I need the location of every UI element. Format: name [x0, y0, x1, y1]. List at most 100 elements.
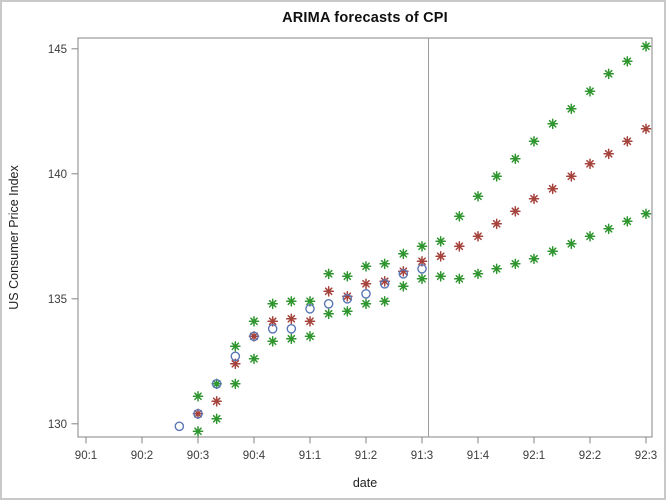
star-marker: [435, 250, 447, 262]
x-tick-label: 91:4: [467, 450, 490, 462]
star-marker: [491, 170, 503, 182]
x-tick-label: 92:1: [523, 450, 545, 462]
x-tick-label: 90:3: [187, 450, 209, 462]
star-marker: [379, 295, 391, 307]
star-marker: [304, 315, 316, 327]
star-marker: [509, 153, 521, 165]
star-marker: [547, 245, 559, 257]
circle-marker: [230, 351, 241, 362]
star-marker: [621, 215, 633, 227]
star-marker: [416, 273, 428, 285]
star-marker: [192, 390, 204, 402]
circle-marker: [267, 323, 278, 334]
circle-marker: [305, 303, 315, 314]
circle-marker: [211, 378, 222, 389]
star-marker: [341, 270, 353, 282]
x-axis-label: date: [353, 476, 377, 490]
star-marker: [584, 230, 596, 242]
x-axis: 90:1 90:2 90:3 90:4 91:1 91:2 91:3 91:4 92:1 92:2…: [75, 437, 657, 462]
star-marker: [435, 235, 447, 247]
x-tick-label: 91:1: [299, 450, 321, 462]
star-marker: [453, 240, 465, 252]
star-marker: [603, 148, 615, 160]
star-marker: [341, 290, 353, 302]
star-marker: [323, 308, 335, 320]
star-marker: [621, 135, 633, 147]
star-marker: [509, 205, 521, 217]
y-axis: 130 135 140 145: [48, 44, 78, 431]
star-marker: [528, 193, 540, 205]
star-marker: [211, 395, 223, 407]
circle-marker: [417, 263, 427, 274]
x-tick-label: 90:2: [131, 450, 153, 462]
circle-marker: [193, 408, 203, 419]
star-marker: [528, 135, 540, 147]
star-marker: [360, 278, 372, 290]
circle-marker: [398, 268, 409, 279]
star-marker: [565, 103, 577, 115]
star-marker: [472, 230, 484, 242]
star-marker: [584, 158, 596, 170]
star-marker: [397, 248, 409, 260]
star-marker: [211, 413, 223, 425]
star-marker: [509, 258, 521, 270]
circle-marker: [174, 421, 185, 432]
star-marker: [360, 260, 372, 272]
star-marker: [267, 298, 279, 310]
circle-marker: [249, 331, 259, 342]
star-marker: [640, 208, 652, 220]
star-marker: [192, 408, 204, 420]
star-marker: [285, 313, 297, 325]
circle-marker: [323, 298, 334, 309]
series-upper-95-percent-confidence-limit: [192, 40, 652, 402]
star-marker: [547, 183, 559, 195]
star-marker: [528, 253, 540, 265]
chart-title: ARIMA forecasts of CPI: [282, 10, 448, 26]
x-tick-label: 91:3: [411, 450, 433, 462]
star-marker: [267, 335, 279, 347]
star-marker: [584, 85, 596, 97]
star-marker: [304, 295, 316, 307]
star-marker: [323, 285, 335, 297]
x-tick-label: 92:3: [635, 450, 657, 462]
star-marker: [416, 240, 428, 252]
y-tick-label: 145: [48, 44, 67, 56]
star-marker: [640, 40, 652, 52]
star-marker: [285, 333, 297, 345]
star-marker: [323, 268, 335, 280]
star-marker: [491, 218, 503, 230]
star-marker: [397, 280, 409, 292]
x-tick-label: 91:2: [355, 450, 377, 462]
y-tick-label: 135: [48, 294, 67, 306]
star-marker: [248, 330, 260, 342]
x-tick-label: 90:4: [243, 450, 266, 462]
star-marker: [341, 305, 353, 317]
star-marker: [565, 170, 577, 182]
x-tick-label: 92:2: [579, 450, 601, 462]
star-marker: [603, 223, 615, 235]
star-marker: [229, 340, 241, 352]
series-forecast: [192, 123, 652, 420]
y-tick-label: 140: [48, 169, 67, 181]
star-marker: [621, 55, 633, 67]
x-tick-label: 90:1: [75, 450, 97, 462]
circle-marker: [379, 278, 390, 289]
star-marker: [379, 258, 391, 270]
series-actual-cpi: [174, 263, 427, 432]
circle-marker: [361, 288, 371, 299]
star-marker: [491, 263, 503, 275]
star-marker: [472, 268, 484, 280]
y-axis-label: US Consumer Price Index: [7, 165, 21, 310]
circle-marker: [286, 323, 297, 334]
star-marker: [397, 265, 409, 277]
star-marker: [453, 210, 465, 222]
star-marker: [640, 123, 652, 135]
star-marker: [229, 378, 241, 390]
star-marker: [192, 425, 204, 437]
circle-marker: [342, 293, 353, 304]
star-marker: [603, 68, 615, 80]
star-marker: [416, 255, 428, 267]
star-marker: [453, 273, 465, 285]
star-marker: [229, 358, 241, 370]
